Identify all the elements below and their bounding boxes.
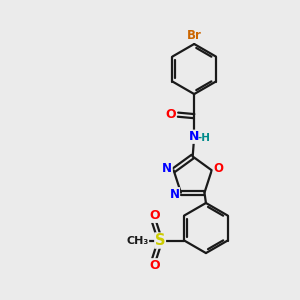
Text: O: O — [213, 162, 223, 175]
Text: O: O — [149, 259, 160, 272]
Text: CH₃: CH₃ — [126, 236, 148, 245]
Text: S: S — [155, 233, 165, 248]
Text: Br: Br — [187, 29, 202, 42]
Text: N: N — [162, 162, 172, 175]
Text: N: N — [188, 130, 199, 143]
Text: N: N — [169, 188, 179, 201]
Text: O: O — [149, 209, 160, 222]
Text: -H: -H — [198, 133, 211, 143]
Text: O: O — [165, 108, 175, 121]
